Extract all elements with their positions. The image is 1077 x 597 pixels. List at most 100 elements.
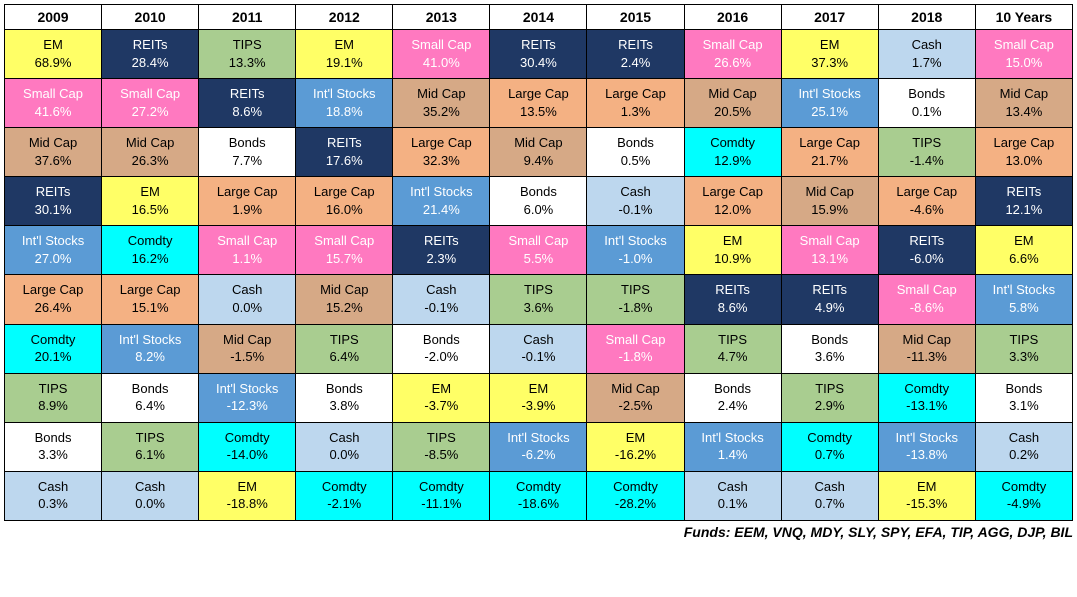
cell-category-label: Bonds: [395, 331, 487, 349]
quilt-cell: Mid Cap35.2%: [393, 79, 490, 128]
quilt-cell: Int'l Stocks18.8%: [296, 79, 393, 128]
cell-category-label: Int'l Stocks: [687, 429, 779, 447]
cell-category-label: Small Cap: [7, 85, 99, 103]
quilt-cell: Large Cap32.3%: [393, 128, 490, 177]
cell-return-value: 2.9%: [784, 397, 876, 415]
quilt-cell: EM68.9%: [5, 30, 102, 79]
cell-category-label: Small Cap: [589, 331, 681, 349]
cell-return-value: -0.1%: [492, 348, 584, 366]
cell-category-label: Bonds: [881, 85, 973, 103]
cell-return-value: 16.2%: [104, 250, 196, 268]
cell-category-label: Comdty: [978, 478, 1070, 496]
cell-category-label: Cash: [784, 478, 876, 496]
quilt-cell: Int'l Stocks21.4%: [393, 177, 490, 226]
cell-category-label: Comdty: [395, 478, 487, 496]
quilt-cell: Mid Cap13.4%: [975, 79, 1072, 128]
quilt-cell: Mid Cap15.2%: [296, 275, 393, 324]
column-header: 2013: [393, 5, 490, 30]
cell-return-value: 0.1%: [687, 495, 779, 513]
cell-category-label: EM: [395, 380, 487, 398]
quilt-cell: Large Cap13.0%: [975, 128, 1072, 177]
quilt-cell: Comdty-2.1%: [296, 471, 393, 520]
cell-category-label: TIPS: [395, 429, 487, 447]
cell-return-value: 26.4%: [7, 299, 99, 317]
cell-return-value: 0.7%: [784, 446, 876, 464]
quilt-cell: EM6.6%: [975, 226, 1072, 275]
cell-return-value: 13.3%: [201, 54, 293, 72]
cell-return-value: -6.0%: [881, 250, 973, 268]
quilt-cell: TIPS-1.4%: [878, 128, 975, 177]
cell-return-value: 0.1%: [881, 103, 973, 121]
cell-return-value: 25.1%: [784, 103, 876, 121]
column-header: 2015: [587, 5, 684, 30]
cell-return-value: 15.7%: [298, 250, 390, 268]
cell-category-label: Mid Cap: [687, 85, 779, 103]
cell-return-value: 16.0%: [298, 201, 390, 219]
cell-return-value: 19.1%: [298, 54, 390, 72]
quilt-cell: TIPS4.7%: [684, 324, 781, 373]
cell-return-value: -1.4%: [881, 152, 973, 170]
cell-return-value: 13.5%: [492, 103, 584, 121]
quilt-cell: Cash-0.1%: [587, 177, 684, 226]
quilt-cell: Large Cap13.5%: [490, 79, 587, 128]
cell-category-label: Comdty: [492, 478, 584, 496]
cell-category-label: Mid Cap: [881, 331, 973, 349]
cell-category-label: REITs: [298, 134, 390, 152]
cell-category-label: Small Cap: [395, 36, 487, 54]
cell-return-value: 5.5%: [492, 250, 584, 268]
column-header: 2009: [5, 5, 102, 30]
quilt-cell: Small Cap27.2%: [102, 79, 199, 128]
quilt-cell: Mid Cap37.6%: [5, 128, 102, 177]
quilt-cell: Comdty0.7%: [781, 422, 878, 471]
quilt-cell: Cash1.7%: [878, 30, 975, 79]
cell-category-label: Cash: [687, 478, 779, 496]
quilt-cell: Int'l Stocks1.4%: [684, 422, 781, 471]
quilt-cell: EM19.1%: [296, 30, 393, 79]
quilt-cell: Int'l Stocks5.8%: [975, 275, 1072, 324]
cell-category-label: Small Cap: [978, 36, 1070, 54]
cell-return-value: 35.2%: [395, 103, 487, 121]
cell-category-label: Comdty: [201, 429, 293, 447]
cell-category-label: Comdty: [687, 134, 779, 152]
cell-category-label: Comdty: [589, 478, 681, 496]
cell-category-label: Bonds: [7, 429, 99, 447]
table-row: Int'l Stocks27.0%Comdty16.2%Small Cap1.1…: [5, 226, 1073, 275]
cell-category-label: EM: [7, 36, 99, 54]
cell-category-label: Small Cap: [298, 232, 390, 250]
cell-return-value: 6.4%: [298, 348, 390, 366]
cell-category-label: Mid Cap: [589, 380, 681, 398]
cell-category-label: Int'l Stocks: [201, 380, 293, 398]
cell-return-value: -8.6%: [881, 299, 973, 317]
cell-return-value: 16.5%: [104, 201, 196, 219]
cell-category-label: EM: [784, 36, 876, 54]
cell-category-label: Comdty: [881, 380, 973, 398]
cell-return-value: 15.1%: [104, 299, 196, 317]
quilt-cell: Bonds7.7%: [199, 128, 296, 177]
quilt-cell: REITs2.4%: [587, 30, 684, 79]
cell-return-value: 1.9%: [201, 201, 293, 219]
cell-category-label: EM: [589, 429, 681, 447]
cell-category-label: Bonds: [589, 134, 681, 152]
cell-return-value: -2.5%: [589, 397, 681, 415]
quilt-cell: Bonds0.5%: [587, 128, 684, 177]
cell-category-label: Cash: [492, 331, 584, 349]
cell-return-value: 13.1%: [784, 250, 876, 268]
quilt-cell: TIPS3.3%: [975, 324, 1072, 373]
quilt-cell: Bonds3.1%: [975, 373, 1072, 422]
column-header: 2016: [684, 5, 781, 30]
quilt-cell: Bonds-2.0%: [393, 324, 490, 373]
cell-return-value: 6.4%: [104, 397, 196, 415]
cell-category-label: Large Cap: [687, 183, 779, 201]
quilt-cell: Int'l Stocks8.2%: [102, 324, 199, 373]
cell-category-label: Comdty: [298, 478, 390, 496]
cell-return-value: -11.3%: [881, 348, 973, 366]
cell-return-value: 8.6%: [687, 299, 779, 317]
cell-category-label: Int'l Stocks: [978, 281, 1070, 299]
cell-return-value: -6.2%: [492, 446, 584, 464]
cell-category-label: Large Cap: [395, 134, 487, 152]
cell-category-label: Large Cap: [201, 183, 293, 201]
cell-category-label: Mid Cap: [978, 85, 1070, 103]
table-row: Bonds3.3%TIPS6.1%Comdty-14.0%Cash0.0%TIP…: [5, 422, 1073, 471]
cell-category-label: Int'l Stocks: [298, 85, 390, 103]
cell-return-value: -1.0%: [589, 250, 681, 268]
